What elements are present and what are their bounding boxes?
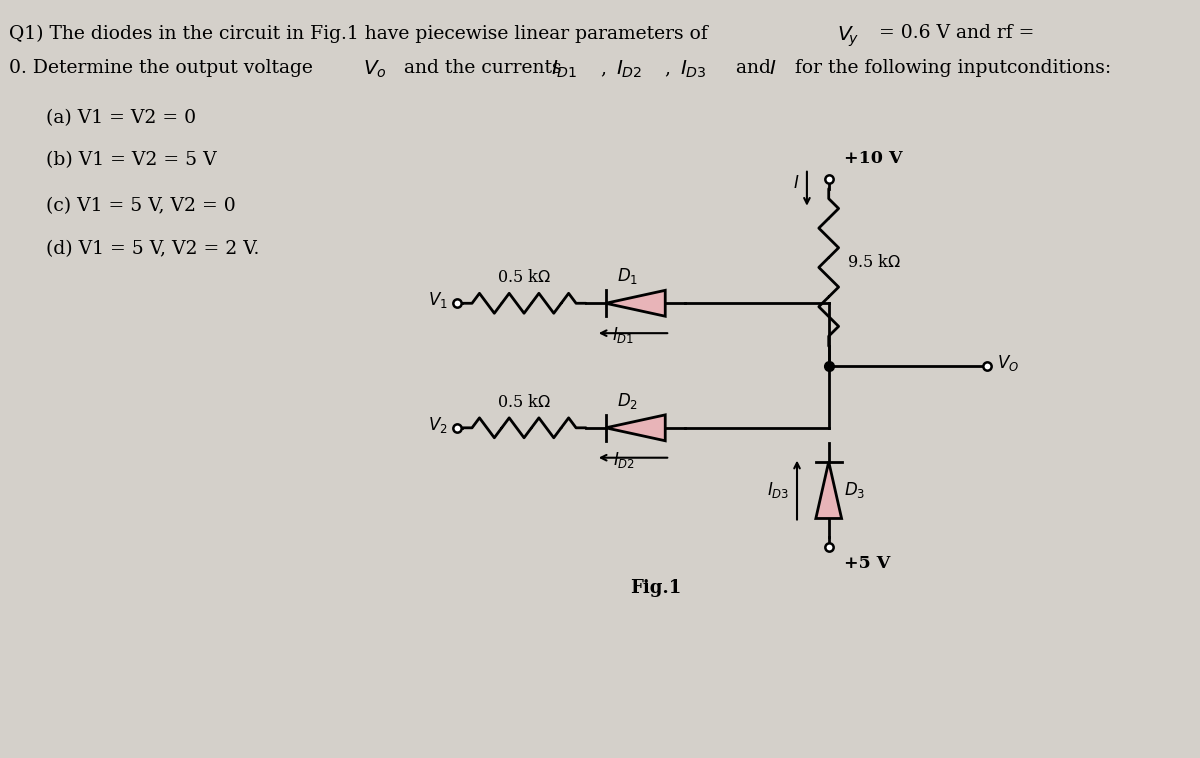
- Text: ,: ,: [601, 59, 613, 77]
- Text: $V_o$: $V_o$: [364, 59, 386, 80]
- Polygon shape: [606, 415, 665, 440]
- Text: $I_{D2}$: $I_{D2}$: [616, 59, 642, 80]
- Text: $I$: $I$: [792, 175, 799, 193]
- Text: +5 V: +5 V: [844, 556, 890, 572]
- Text: 9.5 k$\Omega$: 9.5 k$\Omega$: [846, 254, 900, 271]
- Text: $I$: $I$: [769, 59, 776, 78]
- Text: $I_{D3}$: $I_{D3}$: [680, 59, 707, 80]
- Text: (d) V1 = 5 V, V2 = 2 V.: (d) V1 = 5 V, V2 = 2 V.: [46, 240, 259, 258]
- Text: (a) V1 = V2 = 0: (a) V1 = V2 = 0: [46, 109, 196, 127]
- Text: Fig.1: Fig.1: [630, 579, 680, 597]
- Text: 0.5 k$\Omega$: 0.5 k$\Omega$: [497, 394, 551, 411]
- Text: (b) V1 = V2 = 5 V: (b) V1 = V2 = 5 V: [46, 151, 217, 169]
- Text: $V_O$: $V_O$: [997, 353, 1019, 373]
- Polygon shape: [816, 462, 841, 518]
- Text: for the following inputconditions:: for the following inputconditions:: [790, 59, 1111, 77]
- Text: Q1) The diodes in the circuit in Fig.1 have piecewise linear parameters of: Q1) The diodes in the circuit in Fig.1 h…: [10, 24, 714, 42]
- Text: $I_{D3}$: $I_{D3}$: [767, 480, 790, 500]
- Text: = 0.6 V and rf =: = 0.6 V and rf =: [874, 24, 1034, 42]
- Text: $V_{\!\mathit{y}}$: $V_{\!\mathit{y}}$: [836, 24, 859, 49]
- Polygon shape: [606, 290, 665, 316]
- Text: $I_{D1}$: $I_{D1}$: [551, 59, 577, 80]
- Text: 0. Determine the output voltage: 0. Determine the output voltage: [10, 59, 319, 77]
- Text: $I_{D2}$: $I_{D2}$: [612, 449, 635, 470]
- Text: $D_3$: $D_3$: [844, 480, 865, 500]
- Text: and the currents: and the currents: [397, 59, 568, 77]
- Text: $D_1$: $D_1$: [617, 266, 638, 287]
- Text: (c) V1 = 5 V, V2 = 0: (c) V1 = 5 V, V2 = 0: [46, 196, 235, 215]
- Text: +10 V: +10 V: [844, 150, 902, 167]
- Text: and: and: [730, 59, 776, 77]
- Text: $D_2$: $D_2$: [617, 391, 638, 411]
- Text: $V_2$: $V_2$: [427, 415, 448, 435]
- Text: $V_1$: $V_1$: [427, 290, 448, 310]
- Text: 0.5 k$\Omega$: 0.5 k$\Omega$: [497, 269, 551, 287]
- Text: ,: ,: [665, 59, 677, 77]
- Text: $I_{D1}$: $I_{D1}$: [612, 325, 635, 345]
